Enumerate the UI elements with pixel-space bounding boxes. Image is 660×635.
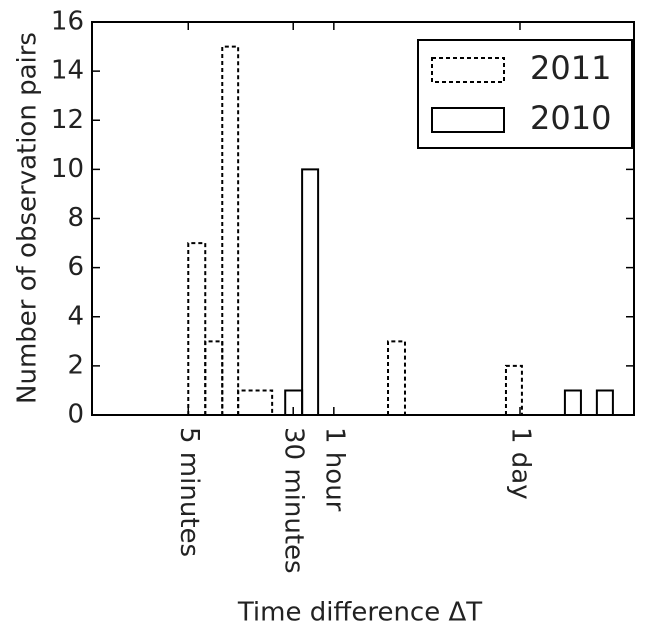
legend-label: 2011: [530, 49, 611, 87]
histogram-bar: [237, 389, 274, 415]
histogram-bar: [187, 242, 207, 415]
legend-label: 2010: [530, 99, 611, 137]
y-tick-label: 8: [67, 203, 84, 233]
y-tick-label: 16: [51, 7, 84, 37]
x-tick-label: 30 minutes: [279, 427, 309, 574]
histogram-bar: [221, 45, 240, 415]
y-tick-label: 0: [67, 400, 84, 430]
histogram-bar: [301, 168, 320, 415]
histogram-bar: [504, 364, 523, 415]
y-tick-label: 4: [67, 301, 84, 331]
y-tick-label: 6: [67, 252, 84, 282]
plot-frame: [91, 21, 635, 416]
histogram-bar: [387, 340, 406, 415]
x-tick-label: 5 minutes: [174, 427, 204, 557]
histogram-bar: [595, 389, 614, 415]
x-tick-label: 1 day: [505, 427, 535, 500]
legend-swatch: [431, 57, 505, 83]
y-tick-label: 10: [51, 154, 84, 184]
histogram-bar: [563, 389, 582, 415]
x-axis-label: Time difference ΔT: [237, 598, 482, 628]
y-tick-label: 12: [51, 105, 84, 135]
y-axis-label: Number of observation pairs: [13, 32, 43, 404]
legend-swatch: [431, 107, 505, 133]
y-tick-label: 2: [67, 350, 84, 380]
histogram-bar: [204, 340, 224, 415]
y-tick-label: 14: [51, 56, 84, 86]
x-tick-label: 1 hour: [319, 427, 349, 512]
